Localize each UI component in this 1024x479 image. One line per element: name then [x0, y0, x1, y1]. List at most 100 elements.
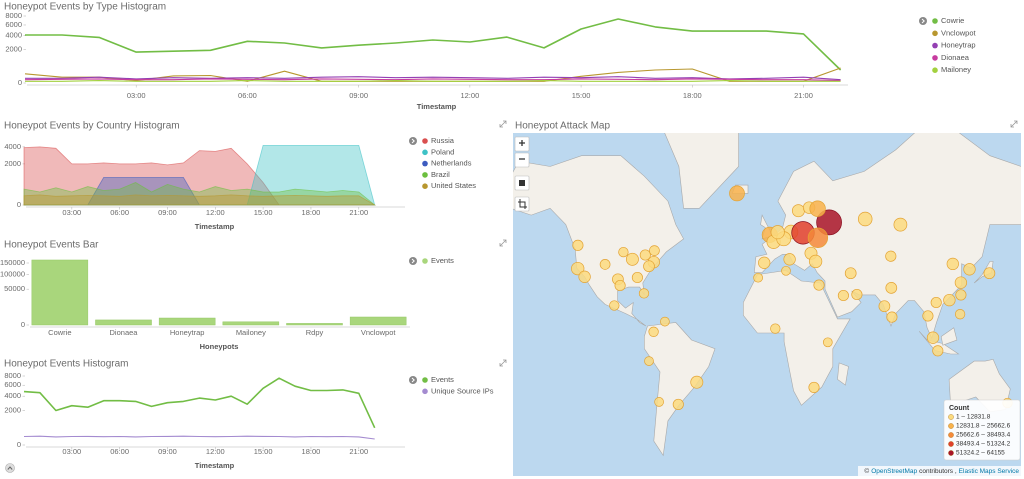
map-point[interactable] [638, 288, 650, 299]
map-point[interactable] [614, 279, 626, 292]
map-point[interactable] [808, 254, 823, 269]
legend-label[interactable]: Vnclowpot [941, 28, 977, 37]
legend-label[interactable]: Events [431, 256, 454, 265]
map-point[interactable] [631, 271, 643, 284]
draw-button[interactable] [514, 175, 530, 191]
legend-label[interactable]: Brazil [431, 170, 450, 179]
legend-label[interactable]: Unique Source IPs [431, 386, 494, 395]
map-point[interactable] [922, 310, 934, 322]
map-point[interactable] [758, 256, 771, 269]
map-point[interactable] [930, 296, 942, 309]
map-point[interactable] [946, 257, 959, 271]
map-point[interactable] [578, 270, 591, 283]
zoom-button[interactable] [514, 152, 530, 168]
map-point[interactable] [851, 288, 863, 301]
expand-icon[interactable] [1010, 120, 1018, 128]
expand-icon[interactable] [499, 239, 507, 247]
map-point[interactable] [770, 323, 781, 334]
zoom-button[interactable] [514, 136, 530, 152]
legend-toggle-circle [409, 257, 417, 265]
attribution-part[interactable]: OpenStreetMap [871, 468, 917, 475]
map-point[interactable] [609, 300, 620, 311]
map-point[interactable] [571, 261, 585, 276]
map-point[interactable] [648, 326, 659, 337]
map-point[interactable] [885, 250, 897, 262]
legend-swatch [422, 172, 428, 178]
map-point[interactable] [660, 316, 670, 327]
map-point[interactable] [963, 263, 976, 276]
map-point[interactable] [639, 249, 651, 261]
map-point[interactable] [893, 217, 908, 232]
map-point[interactable] [813, 279, 825, 291]
legend-toggle[interactable] [409, 257, 417, 265]
legend-label[interactable]: Dionaea [941, 53, 970, 62]
map-point[interactable] [729, 185, 745, 202]
map-point[interactable] [885, 282, 898, 294]
legend-toggle-circle [409, 137, 417, 145]
map-point[interactable] [932, 345, 944, 357]
legend-toggle[interactable] [409, 137, 417, 145]
legend-toggle[interactable] [409, 376, 417, 384]
expand-icon[interactable] [499, 359, 507, 367]
map-point[interactable] [572, 239, 584, 251]
map-point[interactable] [955, 289, 967, 301]
map-point[interactable] [857, 211, 873, 227]
map-point[interactable] [886, 311, 898, 323]
legend-toggle[interactable] [919, 17, 927, 25]
map-point[interactable] [844, 267, 857, 280]
panel-title: Honeypot Events Histogram [4, 359, 129, 370]
map-point[interactable] [954, 276, 968, 289]
map-point[interactable] [816, 209, 842, 236]
button-icon [518, 199, 527, 209]
map-point[interactable] [926, 331, 940, 344]
legend-swatch [932, 42, 938, 49]
map-point[interactable] [781, 265, 791, 276]
land [743, 270, 851, 406]
legend-label[interactable]: Netherlands [431, 159, 472, 168]
map-point[interactable] [599, 259, 611, 270]
map-point[interactable] [770, 225, 785, 240]
map-point[interactable] [808, 381, 820, 393]
map-point[interactable] [837, 289, 849, 302]
legend-label[interactable]: Cowrie [941, 16, 964, 25]
map-point[interactable] [809, 200, 826, 217]
expand-icon[interactable] [499, 120, 507, 128]
legend-label[interactable]: Events [431, 375, 454, 384]
map-point[interactable] [644, 356, 654, 366]
map-point[interactable] [783, 253, 796, 266]
map-point[interactable] [983, 267, 996, 280]
legend-label[interactable]: United States [431, 181, 476, 190]
map-point[interactable] [643, 260, 655, 273]
map-point[interactable] [954, 309, 966, 320]
legend-label[interactable]: Poland [431, 147, 454, 156]
line-series [25, 80, 841, 82]
map-point[interactable] [672, 398, 684, 410]
map-point[interactable] [943, 293, 956, 307]
map-point[interactable] [807, 227, 829, 248]
map-point[interactable] [654, 397, 664, 407]
line-series [24, 78, 841, 82]
legend-label[interactable]: Russia [431, 136, 455, 145]
map-point[interactable] [649, 245, 660, 256]
legend-toggle-arrow [921, 18, 925, 24]
area-series [23, 182, 376, 206]
map-point[interactable] [791, 204, 805, 218]
legend-swatch [422, 149, 428, 156]
map-point[interactable] [618, 246, 629, 258]
map-point[interactable] [878, 300, 891, 313]
map-point[interactable] [753, 272, 763, 283]
map-legend-box [943, 399, 1021, 461]
collapse-button[interactable] [5, 463, 15, 473]
crop-button[interactable] [514, 196, 530, 212]
map-point[interactable] [625, 252, 639, 266]
y-tick-label: 100000 [0, 269, 25, 278]
map-point[interactable] [822, 337, 833, 348]
legend-label[interactable]: Honeytrap [941, 41, 976, 50]
expand-icons [499, 120, 1018, 367]
legend-label[interactable]: Mailoney [941, 65, 971, 74]
map-point[interactable] [690, 375, 704, 389]
attribution-part[interactable]: Elastic Maps Service [959, 468, 1020, 475]
bar [349, 316, 407, 326]
attribution-part: contributors , [919, 468, 957, 475]
y-tick-label: 0 [17, 440, 21, 449]
